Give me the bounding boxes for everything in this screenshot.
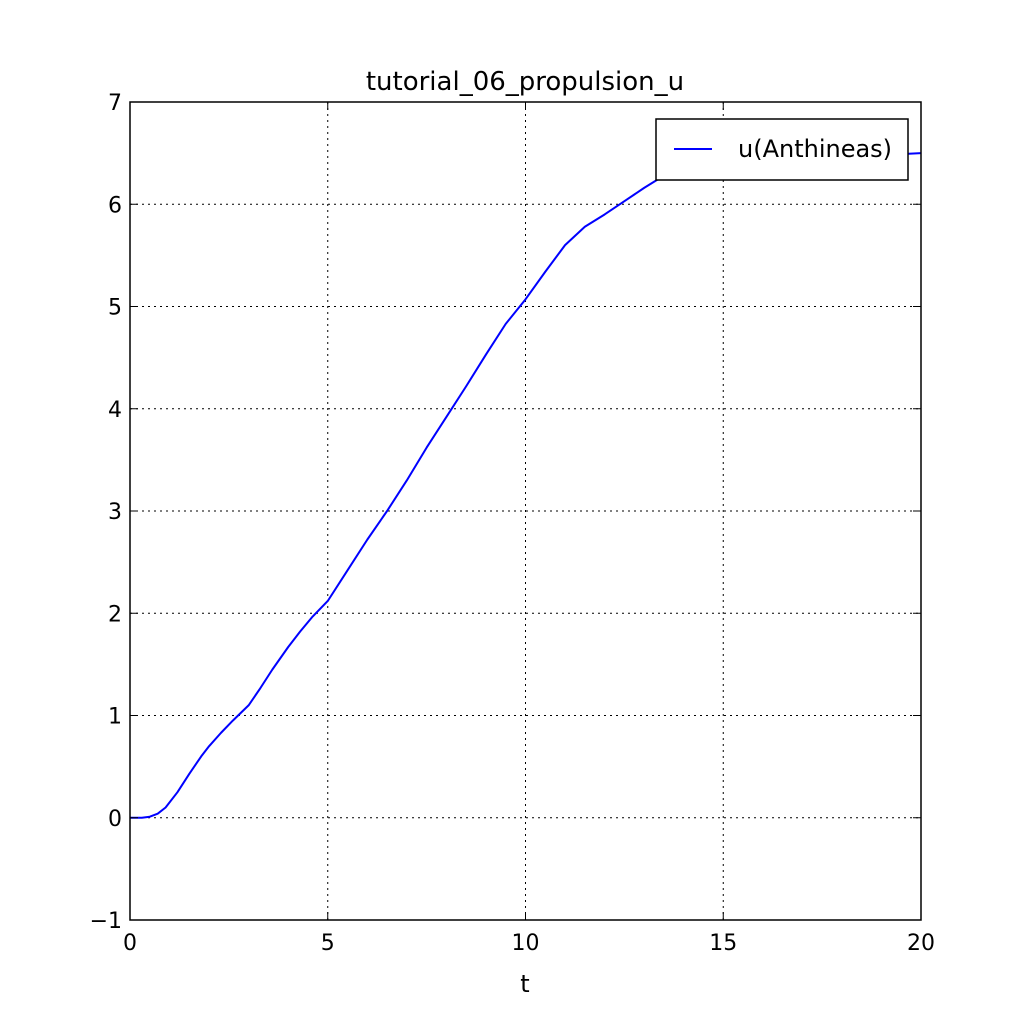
y-tick-label: 7 [108,91,122,116]
x-tick-label: 15 [709,931,737,956]
y-tick-label: 3 [108,500,122,525]
y-tick-label: −1 [90,909,122,934]
x-tick-label: 0 [123,931,137,956]
y-tick-label: 1 [108,705,122,730]
x-tick-label: 10 [512,931,540,956]
y-tick-label: 2 [108,602,122,627]
x-axis-label: t [520,970,529,998]
y-tick-label: 0 [108,807,122,832]
chart-title: tutorial_06_propulsion_u [366,67,684,97]
y-tick-label: 4 [108,398,122,423]
x-tick-label: 20 [907,931,935,956]
y-tick-label: 5 [108,296,122,321]
grid-lines [130,102,921,920]
legend-label: u(Anthineas) [738,135,892,163]
x-tick-label: 5 [321,931,335,956]
legend: u(Anthineas) [655,118,909,181]
y-tick-label: 6 [108,193,122,218]
